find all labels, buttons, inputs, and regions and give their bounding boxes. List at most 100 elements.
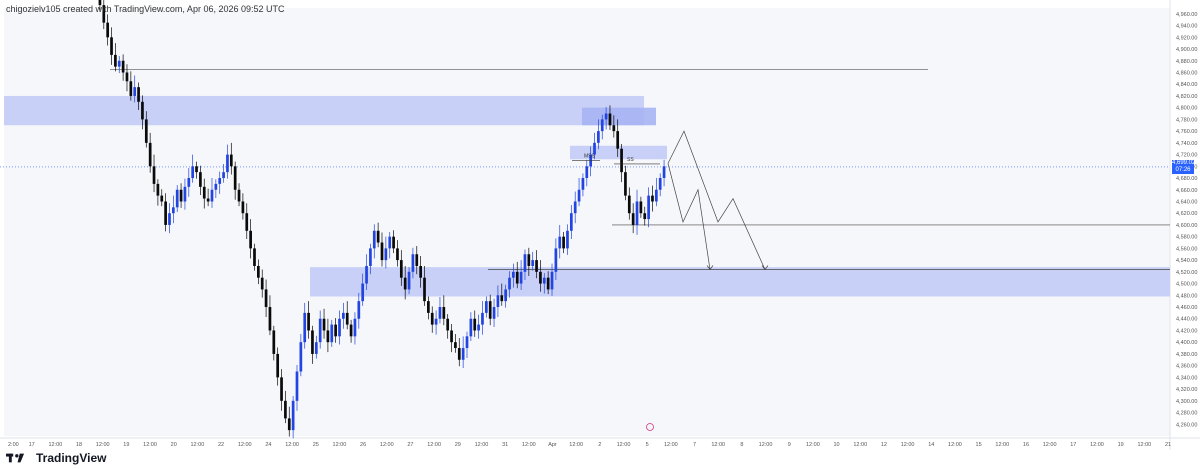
y-tick-label: 4,920.00 [1176, 35, 1197, 41]
x-tick-label: 12:00 [522, 442, 536, 448]
bearish-candle [245, 213, 249, 231]
y-tick-label: 4,760.00 [1176, 129, 1197, 135]
x-tick-label: 16 [1023, 442, 1029, 448]
bullish-candle [384, 248, 388, 261]
bearish-candle [137, 87, 140, 102]
bearish-candle [144, 119, 148, 143]
bearish-candle [114, 54, 117, 67]
bullish-candle [481, 312, 484, 325]
x-tick-label: 20 [171, 442, 177, 448]
x-tick-label: 29 [455, 442, 461, 448]
x-tick-label: 9 [788, 442, 791, 448]
bullish-candle [218, 178, 222, 184]
bearish-candle [392, 236, 395, 249]
bearish-candle [457, 348, 461, 360]
x-tick-label: 12:00 [1090, 442, 1104, 448]
bullish-candle [314, 342, 318, 354]
y-tick-label: 4,540.00 [1176, 258, 1197, 264]
bearish-candle [527, 254, 531, 266]
bullish-candle [183, 186, 187, 202]
x-tick-label: 12:00 [475, 442, 489, 448]
x-tick-label: 12:00 [995, 442, 1009, 448]
bullish-candle [222, 172, 225, 179]
y-tick-label: 4,640.00 [1176, 199, 1197, 205]
bullish-candle [635, 201, 639, 225]
projection-arrowhead [761, 265, 769, 271]
x-tick-label: 12:00 [143, 442, 157, 448]
y-tick-label: 4,480.00 [1176, 293, 1197, 299]
bearish-candle [539, 271, 542, 284]
bearish-candle [454, 342, 457, 349]
bullish-candle [566, 230, 569, 249]
x-tick-label: Apr [548, 442, 557, 448]
bullish-candle [461, 348, 465, 360]
bearish-candle [515, 271, 519, 284]
bullish-candle [593, 142, 596, 155]
bullish-candle [523, 254, 527, 272]
mss-label: MSS [584, 153, 596, 159]
x-tick-label: 7 [693, 442, 696, 448]
bearish-candle [430, 312, 434, 325]
x-tick-label: 12:00 [48, 442, 62, 448]
x-tick-label: 8 [740, 442, 743, 448]
bullish-candle [492, 307, 496, 319]
bullish-candle [597, 131, 600, 143]
y-tick-label: 4,600.00 [1176, 223, 1197, 229]
bearish-candle [233, 166, 237, 190]
projection-arrowhead [706, 265, 714, 271]
bullish-candle [303, 312, 307, 343]
bearish-candle [284, 400, 287, 419]
bearish-candle [202, 186, 206, 199]
bullish-candle [175, 189, 179, 208]
bullish-candle [477, 324, 480, 331]
bullish-candle [654, 189, 658, 202]
x-tick-label: 12:00 [285, 442, 299, 448]
x-tick-label: 12:00 [238, 442, 252, 448]
event-marker-icon [646, 423, 654, 431]
x-tick-label: 12:00 [853, 442, 867, 448]
x-tick-label: 12:00 [1043, 442, 1057, 448]
x-tick-label: 15 [976, 442, 982, 448]
bearish-candle [322, 318, 326, 331]
bearish-candle [260, 277, 264, 290]
x-tick-label: 17 [1070, 442, 1076, 448]
bullish-candle [662, 166, 666, 179]
x-tick-label: 12 [881, 442, 887, 448]
bullish-candle [569, 213, 573, 231]
x-tick-label: 21 [1165, 442, 1171, 448]
y-tick-label: 4,880.00 [1176, 59, 1197, 65]
bullish-candle [434, 318, 438, 325]
x-tick-label: 12:00 [1137, 442, 1151, 448]
y-tick-label: 4,440.00 [1176, 317, 1197, 323]
bearish-candle [164, 201, 167, 225]
x-tick-label: 12:00 [806, 442, 820, 448]
bullish-candle [542, 277, 546, 284]
bearish-candle [98, 0, 102, 6]
y-tick-label: 4,840.00 [1176, 82, 1197, 88]
bullish-candle [361, 283, 365, 302]
x-tick-label: 12:00 [380, 442, 394, 448]
x-tick-label: 12:00 [759, 442, 773, 448]
y-tick-label: 4,320.00 [1176, 387, 1197, 393]
brand-logo[interactable]: TradingView [6, 451, 106, 465]
bullish-candle [484, 301, 488, 313]
bearish-candle [106, 22, 110, 38]
bearish-candle [268, 307, 272, 331]
y-tick-label: 4,400.00 [1176, 340, 1197, 346]
bearish-candle [427, 301, 430, 313]
bullish-candle [117, 60, 121, 67]
bullish-candle [496, 295, 500, 308]
bearish-candle [287, 418, 291, 431]
x-tick-label: 31 [502, 442, 508, 448]
y-tick-label: 4,580.00 [1176, 235, 1197, 241]
bullish-candle [168, 213, 171, 225]
bullish-candle [647, 195, 650, 220]
y-tick-label: 4,520.00 [1176, 270, 1197, 276]
x-tick-label: 19 [1118, 442, 1124, 448]
x-tick-label: 17 [29, 442, 35, 448]
bullish-candle [342, 312, 345, 319]
bullish-candle [604, 113, 608, 120]
bearish-candle [229, 154, 233, 167]
